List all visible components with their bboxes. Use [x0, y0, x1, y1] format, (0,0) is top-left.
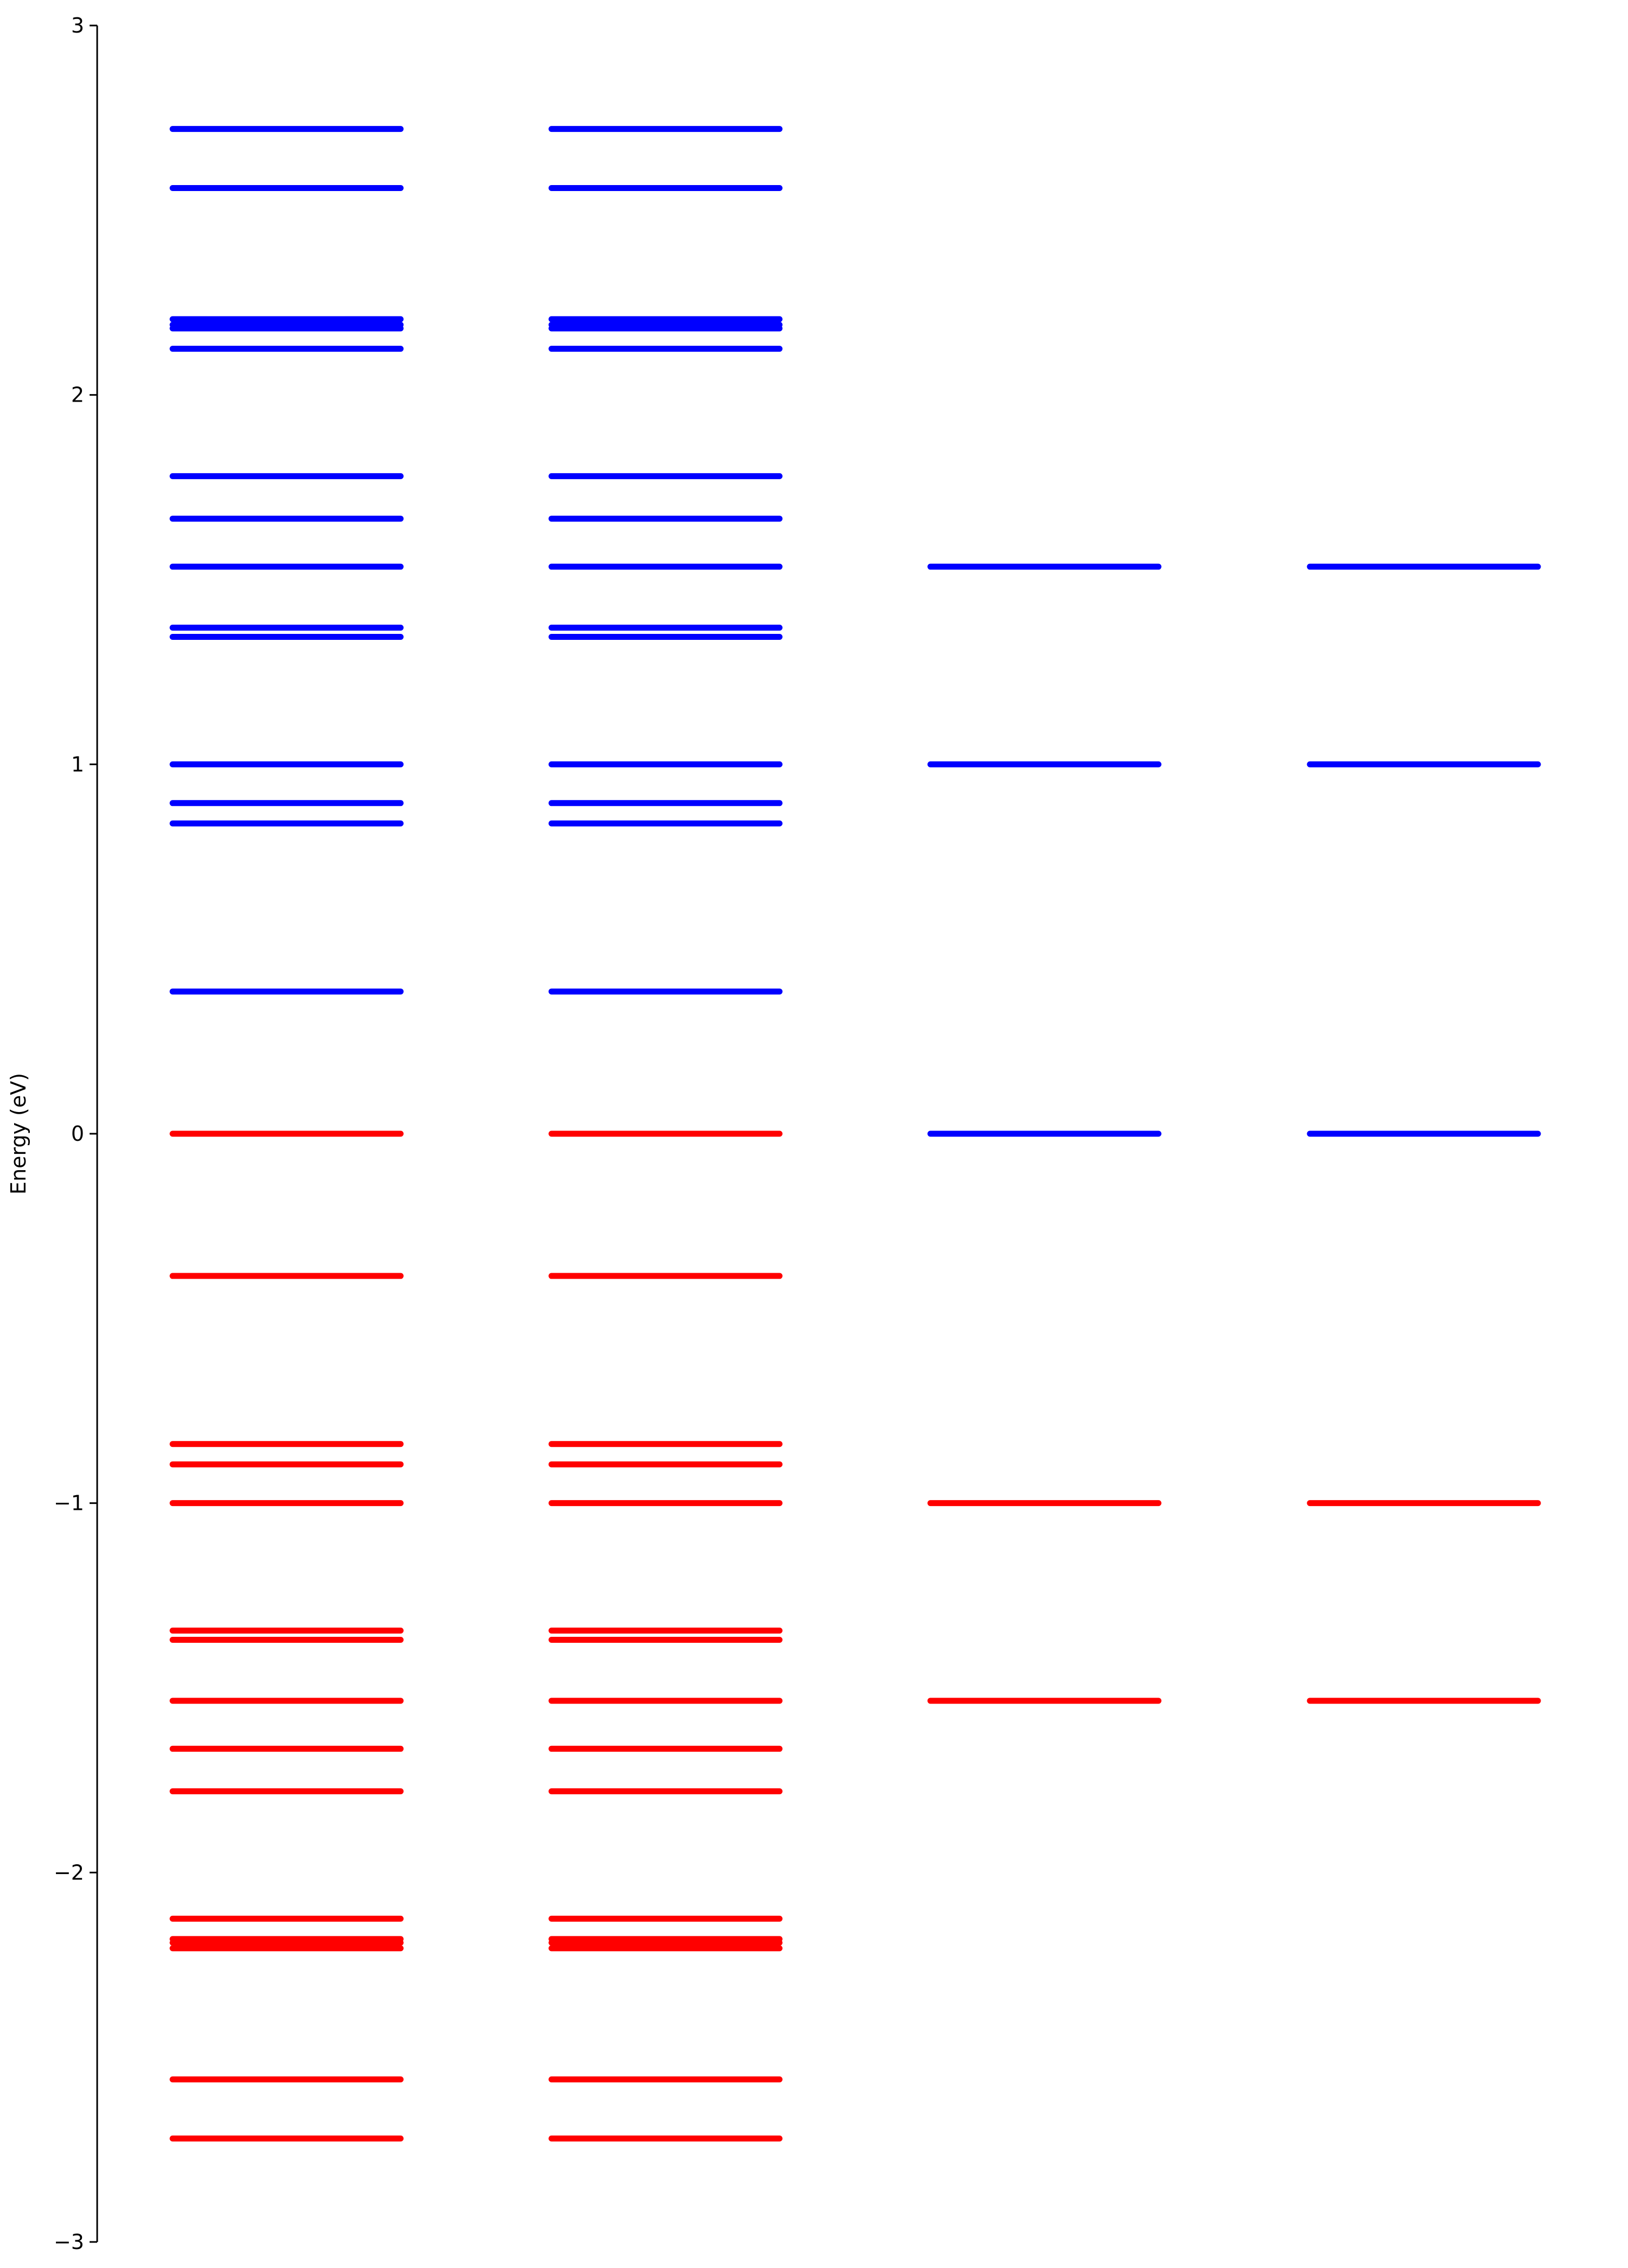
y-tick-label: 3: [71, 14, 84, 37]
y-tick-label: −2: [54, 1860, 84, 1884]
y-tick-label: −3: [54, 2230, 84, 2254]
level-column-3: [927, 563, 1162, 1704]
level-column-1: [169, 126, 404, 2142]
y-tick-label: 2: [71, 383, 84, 407]
y-axis-label: Energy (eV): [7, 1073, 30, 1195]
y-tick-label: 0: [71, 1122, 84, 1146]
level-column-2: [548, 126, 783, 2142]
y-tick-label: −1: [54, 1491, 84, 1515]
y-tick-label: 1: [71, 752, 84, 776]
energy-levels: [169, 126, 1541, 2142]
y-axis: 3 2 1 0 −1 −2 −3: [54, 14, 98, 2254]
level-column-4: [1307, 563, 1541, 1704]
